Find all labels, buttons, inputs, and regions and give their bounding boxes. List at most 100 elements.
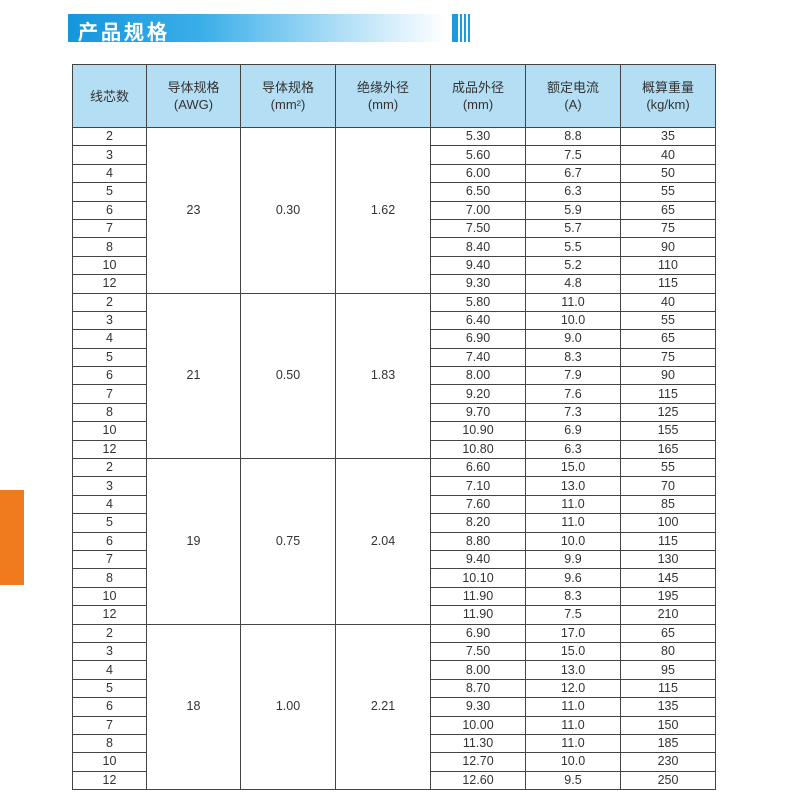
cell-finished-od: 12.70 — [430, 752, 526, 772]
title-decoration-stripes — [452, 14, 472, 42]
cell-weight: 75 — [620, 347, 716, 368]
cell-weight: 130 — [620, 549, 716, 570]
table-row: 4 7.60 11.0 85 — [72, 494, 716, 515]
cell-weight: 55 — [620, 182, 716, 202]
cell-rated-current: 15.0 — [525, 641, 621, 662]
cell-rated-current: 11.0 — [525, 697, 621, 717]
cell-cores: 8 — [72, 568, 147, 588]
table-row: 12 10.80 6.3 165 — [72, 439, 716, 460]
cell-mm2: 0.30 — [240, 127, 336, 294]
cell-awg: 21 — [146, 292, 241, 460]
cell-weight: 250 — [620, 770, 716, 791]
table-row: 2 23 0.30 1.62 5.30 8.8 35 — [72, 126, 716, 294]
cell-weight: 135 — [620, 697, 716, 717]
header-mm2: 导体规格 (mm²) — [240, 64, 336, 128]
cell-rated-current: 6.9 — [525, 421, 621, 441]
cell-insulation-od: 2.04 — [335, 458, 431, 625]
header-unit: (mm) — [462, 97, 494, 112]
cell-rated-current: 11.0 — [525, 513, 621, 533]
cell-cores: 12 — [72, 770, 147, 791]
cell-finished-od: 9.30 — [430, 274, 526, 294]
table-row: 3 7.50 15.0 80 — [72, 641, 716, 662]
header-label: 线芯数 — [89, 88, 129, 104]
cell-rated-current: 5.9 — [525, 200, 621, 220]
cell-rated-current: 7.9 — [525, 366, 621, 386]
header-unit: (AWG) — [173, 97, 214, 112]
cell-weight: 70 — [620, 476, 716, 496]
cell-finished-od: 7.50 — [430, 218, 526, 239]
cell-cores: 4 — [72, 163, 147, 184]
cell-insulation-od: 1.62 — [335, 127, 431, 294]
cell-cores: 2 — [72, 623, 147, 643]
cell-cores: 7 — [72, 715, 147, 735]
cell-cores: 4 — [72, 329, 147, 349]
table-row: 4 6.90 9.0 65 — [72, 329, 716, 349]
cell-cores: 3 — [72, 641, 147, 662]
cell-cores: 4 — [72, 494, 147, 515]
cell-finished-od: 10.80 — [430, 439, 526, 460]
cell-rated-current: 7.3 — [525, 402, 621, 423]
cell-finished-od: 8.80 — [430, 531, 526, 551]
cell-cores: 12 — [72, 605, 147, 625]
cell-awg: 23 — [146, 127, 241, 294]
cell-cores: 7 — [72, 218, 147, 239]
cell-cores: 4 — [72, 660, 147, 680]
cell-finished-od: 12.60 — [430, 770, 526, 791]
cell-finished-od: 9.70 — [430, 402, 526, 423]
cell-rated-current: 6.7 — [525, 163, 621, 184]
cell-weight: 230 — [620, 752, 716, 772]
cell-cores: 8 — [72, 402, 147, 423]
cell-finished-od: 9.20 — [430, 384, 526, 404]
cell-mm2: 0.75 — [240, 458, 336, 625]
header-finished-od: 成品外径 (mm) — [430, 64, 526, 128]
header-awg: 导体规格 (AWG) — [146, 64, 241, 128]
header-cores: 线芯数 — [72, 64, 147, 128]
cell-weight: 50 — [620, 163, 716, 184]
cell-weight: 65 — [620, 623, 716, 643]
cell-weight: 115 — [620, 678, 716, 699]
cell-finished-od: 8.20 — [430, 513, 526, 533]
cell-weight: 95 — [620, 660, 716, 680]
header-rated-current: 额定电流 (A) — [525, 64, 621, 128]
cell-finished-od: 7.50 — [430, 641, 526, 662]
cell-rated-current: 13.0 — [525, 476, 621, 496]
table-row: 10 10.90 6.9 155 — [72, 421, 716, 441]
section-title-bar: 产品规格 — [68, 14, 446, 44]
table-row: 8 9.70 7.3 125 — [72, 402, 716, 423]
cell-mm2: 1.00 — [240, 623, 336, 791]
cell-weight: 185 — [620, 733, 716, 754]
cell-finished-od: 5.60 — [430, 145, 526, 165]
table-row: 10 12.70 10.0 230 — [72, 752, 716, 772]
cell-rated-current: 8.3 — [525, 347, 621, 368]
cell-rated-current: 11.0 — [525, 733, 621, 754]
cell-rated-current: 15.0 — [525, 458, 621, 478]
cell-finished-od: 6.50 — [430, 182, 526, 202]
cell-awg: 18 — [146, 623, 241, 791]
header-label: 概算重量 — [641, 80, 694, 95]
cell-finished-od: 6.40 — [430, 310, 526, 331]
cell-weight: 145 — [620, 568, 716, 588]
cell-rated-current: 10.0 — [525, 310, 621, 331]
cell-rated-current: 4.8 — [525, 274, 621, 294]
cell-cores: 3 — [72, 310, 147, 331]
table-header-row: 线芯数 导体规格 (AWG) 导体规格 (mm²) 绝缘外径 (mm) 成品外径 (mm) 额定电… — [72, 64, 716, 128]
table-row: 6 9.30 11.0 135 — [72, 697, 716, 717]
cell-cores: 3 — [72, 476, 147, 496]
header-label: 绝缘外径 — [356, 80, 409, 95]
cell-cores: 6 — [72, 366, 147, 386]
cell-weight: 90 — [620, 366, 716, 386]
cell-finished-od: 5.30 — [430, 126, 526, 147]
cell-rated-current: 12.0 — [525, 678, 621, 699]
cell-cores: 12 — [72, 274, 147, 294]
cell-insulation-od: 2.21 — [335, 623, 431, 791]
table-row: 2 21 0.50 1.83 5.80 11.0 40 — [72, 292, 716, 460]
cell-finished-od: 11.30 — [430, 733, 526, 754]
cell-cores: 7 — [72, 384, 147, 404]
cell-rated-current: 11.0 — [525, 494, 621, 515]
cell-weight: 195 — [620, 586, 716, 607]
cell-rated-current: 17.0 — [525, 623, 621, 643]
cell-weight: 55 — [620, 310, 716, 331]
cell-cores: 6 — [72, 697, 147, 717]
header-label: 额定电流 — [546, 80, 599, 95]
cell-cores: 10 — [72, 586, 147, 607]
